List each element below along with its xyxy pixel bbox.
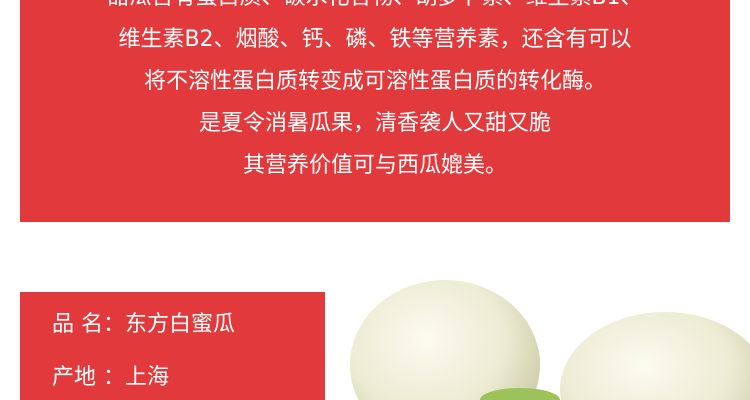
intro-line: 是夏令消暑瓜果，清香袭人又甜又脆: [198, 111, 551, 136]
intro-line: 其营养价值可与西瓜媲美。: [242, 153, 507, 178]
intro-line: 维生素B2、烟酸、钙、磷、铁等营养素，还含有可以: [118, 27, 632, 52]
info-panel: 品 名：东方白蜜瓜 产地 ：上海: [20, 292, 325, 400]
melon-stem: [480, 388, 560, 400]
melon: [560, 312, 750, 400]
info-row: 品 名：东方白蜜瓜: [52, 312, 235, 337]
intro-line: 将不溶性蛋白质转变成可溶性蛋白质的转化酶。: [143, 69, 606, 94]
info-row: 产地 ：上海: [52, 365, 169, 390]
melon: [350, 280, 540, 400]
intro-line: 甜瓜含有蛋白质、碳水化合物、胡萝卜素、维生素B1、: [20, 0, 730, 13]
intro-panel: 甜瓜含有蛋白质、碳水化合物、胡萝卜素、维生素B1、维生素B2、烟酸、钙、磷、铁等…: [20, 0, 730, 222]
